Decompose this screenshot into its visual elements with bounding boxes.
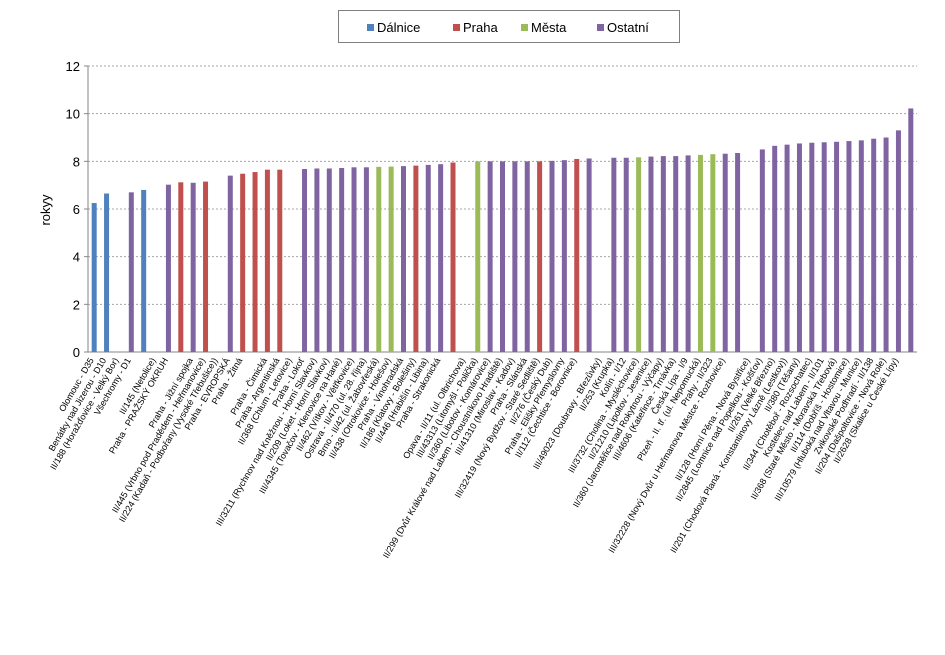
bar xyxy=(834,141,840,352)
bar xyxy=(240,173,246,352)
bar xyxy=(128,192,134,352)
bar xyxy=(574,158,580,352)
bar xyxy=(821,142,827,352)
bar xyxy=(648,156,654,352)
bar xyxy=(302,168,308,352)
bar xyxy=(895,130,901,352)
bar xyxy=(363,167,369,352)
bar xyxy=(512,161,518,352)
legend: Dálnice Praha Města Ostatní xyxy=(338,10,680,43)
bar xyxy=(722,153,728,352)
bar xyxy=(660,156,666,352)
bar xyxy=(500,161,505,352)
bar xyxy=(858,140,864,352)
bar xyxy=(549,160,555,352)
legend-label-praha: Praha xyxy=(463,19,498,35)
x-tick-label: II/224 (Kadaň - Podbořany (Vysoké Třebuš… xyxy=(117,356,220,524)
bar xyxy=(376,166,382,352)
legend-item-ostatni: Ostatní xyxy=(597,19,649,35)
y-tick-label: 12 xyxy=(66,59,80,74)
bar xyxy=(104,193,110,352)
bar xyxy=(735,152,741,352)
legend-item-praha: Praha xyxy=(453,19,498,35)
bar xyxy=(673,156,679,352)
bar xyxy=(388,166,394,352)
bar xyxy=(697,154,703,352)
bar xyxy=(339,168,345,352)
bar xyxy=(524,161,530,352)
bar xyxy=(450,162,456,352)
bar xyxy=(438,164,444,352)
bar xyxy=(178,182,184,352)
bar xyxy=(141,189,147,352)
bar xyxy=(809,142,815,352)
legend-swatch-dalnice xyxy=(367,23,374,31)
bars xyxy=(91,108,914,353)
legend-item-dalnice: Dálnice xyxy=(367,19,421,35)
legend-label-dalnice: Dálnice xyxy=(377,19,421,35)
y-tick-label: 4 xyxy=(73,250,80,265)
bar xyxy=(487,161,493,352)
bar xyxy=(190,182,196,352)
y-tick-label: 0 xyxy=(73,345,80,360)
bar xyxy=(326,168,332,352)
bar xyxy=(636,157,642,352)
legend-swatch-mesta xyxy=(521,23,528,31)
bar xyxy=(165,184,171,352)
bar xyxy=(413,165,419,352)
bar xyxy=(561,160,567,352)
bar xyxy=(351,167,357,352)
bar xyxy=(796,143,802,352)
bar xyxy=(871,138,877,352)
legend-swatch-ostatni xyxy=(597,23,604,31)
bar xyxy=(784,144,790,352)
bar xyxy=(611,157,617,352)
bar xyxy=(425,164,431,352)
y-tick-label: 6 xyxy=(73,202,80,217)
y-axis-title: rokyy xyxy=(38,194,53,226)
bar xyxy=(91,203,97,352)
bar xyxy=(772,145,778,352)
y-tick-label: 10 xyxy=(66,107,80,122)
bar xyxy=(314,168,320,352)
bar xyxy=(203,181,209,352)
bar xyxy=(537,161,543,352)
bar xyxy=(252,172,258,352)
legend-label-ostatni: Ostatní xyxy=(607,19,649,35)
legend-label-mesta: Města xyxy=(531,19,567,35)
legend-item-mesta: Města xyxy=(521,19,567,35)
bar xyxy=(908,108,914,352)
legend-swatch-praha xyxy=(453,23,460,31)
bar xyxy=(883,137,889,352)
bar xyxy=(227,175,233,352)
bar xyxy=(759,149,765,352)
y-tick-label: 2 xyxy=(73,297,80,312)
bar xyxy=(401,166,407,352)
bar xyxy=(277,169,283,352)
bar xyxy=(586,158,592,352)
bar xyxy=(475,161,481,352)
bar xyxy=(623,157,629,352)
bar xyxy=(846,141,852,352)
bar xyxy=(710,154,716,352)
y-tick-label: 8 xyxy=(73,154,80,169)
bar xyxy=(264,169,270,352)
bar xyxy=(685,155,691,353)
